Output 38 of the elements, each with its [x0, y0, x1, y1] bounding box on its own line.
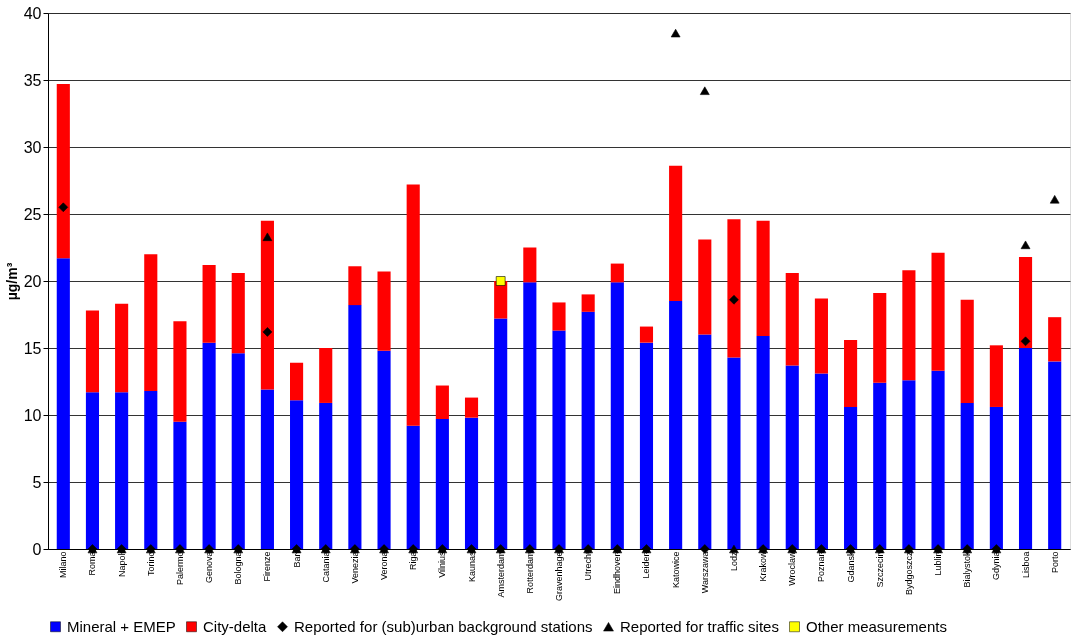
y-tick-label: 20	[23, 272, 42, 290]
x-tick-label: Lublin	[933, 551, 944, 576]
y-tick-label: 35	[23, 71, 42, 89]
x-tick-label: Katowice	[670, 551, 681, 589]
legend-label: Reported for (sub)urban background stations	[294, 617, 593, 635]
legend-label: Mineral + EMEP	[67, 617, 176, 635]
y-tick-label: 30	[23, 138, 42, 156]
x-tick-label: Szczecin	[874, 551, 885, 588]
x-tick-label: Bydgoszcz	[903, 551, 914, 596]
x-tick-label: Vilnius	[437, 551, 448, 578]
y-tick-label: 10	[23, 406, 42, 424]
x-tick-label: Torino	[145, 551, 156, 577]
y-tick-label: 15	[23, 339, 42, 357]
x-tick-label: Bari	[291, 551, 302, 568]
x-tick-label: Gravenhage	[554, 551, 564, 602]
y-tick-label: 40	[23, 4, 42, 22]
x-tick-label: Firenze	[262, 551, 273, 582]
x-tick-label: Milano	[58, 551, 69, 579]
legend-label: City-delta	[203, 617, 268, 635]
x-tick-label: Amsterdam	[495, 551, 506, 598]
legend-label: Other measurements	[806, 617, 947, 635]
x-tick-label: Eindhoven	[612, 551, 623, 595]
x-tick-label: Porto	[1049, 551, 1060, 574]
x-tick-label: Palermo	[174, 551, 185, 586]
x-tick-label: Rotterdam	[524, 551, 535, 594]
x-tick-label: Lisboa	[1020, 551, 1031, 579]
x-tick-label: Lodz	[728, 551, 739, 572]
y-tick-label: 0	[32, 540, 42, 558]
x-tick-label: Leiden	[641, 551, 652, 579]
y-tick-label: 5	[32, 473, 42, 491]
x-tick-label: Kaunas	[466, 551, 477, 583]
legend-label: Reported for traffic sites	[620, 617, 779, 635]
x-tick-label: Genova	[204, 551, 215, 584]
x-tick-label: Poznan	[816, 551, 827, 583]
y-tick-label: 25	[23, 205, 42, 223]
x-tick-label: Warszawa	[699, 551, 710, 594]
x-tick-label: Napoli	[116, 551, 127, 578]
y-axis-title: µg/m³	[3, 262, 20, 301]
